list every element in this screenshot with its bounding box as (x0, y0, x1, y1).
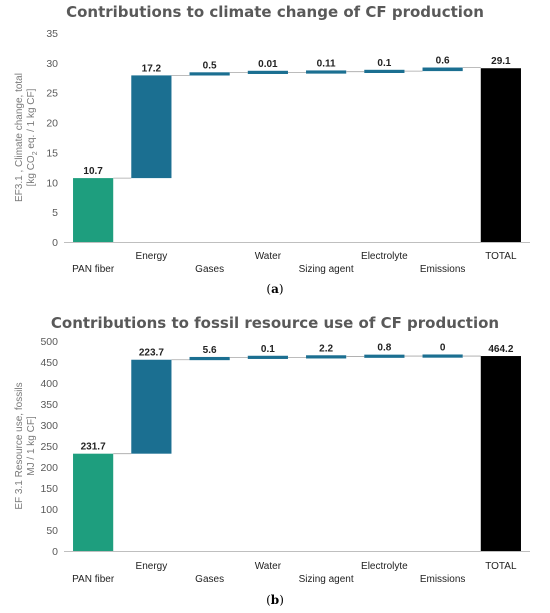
bar-emissions (422, 67, 463, 72)
y-axis-label-line2-end: eq. / 1 kg CF] (26, 88, 37, 151)
data-label: 0.01 (258, 59, 278, 70)
y-tick-label: 0 (52, 546, 58, 558)
data-label: 29.1 (491, 56, 511, 67)
chart-title: Contributions to fossil resource use of … (51, 314, 499, 332)
y-tick-label: 150 (40, 483, 58, 495)
bar-gases (189, 72, 230, 76)
bar-electrolyte (364, 354, 405, 358)
y-tick-label: 50 (46, 525, 58, 537)
y-tick-label: 25 (46, 88, 58, 100)
bar-pan-fiber (73, 178, 114, 242)
y-tick-label: 400 (40, 378, 58, 390)
chart-climate-change: Contributions to climate change of CF pr… (14, 3, 530, 296)
bar-gases (189, 356, 230, 361)
y-tick-label: 0 (52, 237, 58, 249)
data-label: 0.1 (377, 58, 391, 69)
data-label: 223.7 (139, 348, 164, 359)
chart-title: Contributions to climate change of CF pr… (66, 3, 484, 21)
category-label: Electrolyte (361, 251, 408, 262)
category-label: Gases (195, 264, 224, 275)
data-label: 0.6 (436, 56, 450, 67)
category-label: TOTAL (485, 561, 517, 572)
panel-label: (a) (266, 282, 283, 296)
y-tick-label: 5 (52, 207, 58, 219)
data-label: 231.7 (81, 442, 106, 453)
data-label: 0.11 (317, 58, 336, 69)
y-axis-label-line2: MJ / 1 kg CF] (26, 416, 37, 476)
category-label: Electrolyte (361, 561, 408, 572)
data-label: 10.7 (83, 166, 103, 177)
panel-letter: b (271, 593, 279, 607)
y-axis-label: EF 3.1 Resource use, fossilsMJ / 1 kg CF… (14, 382, 37, 509)
category-label: Water (255, 251, 282, 262)
y-axis-label-line2: [kg CO (26, 155, 37, 186)
bar-energy (131, 75, 172, 179)
category-label: Emissions (420, 574, 466, 585)
chart-fossil-resource-use: Contributions to fossil resource use of … (14, 314, 530, 607)
data-label: 0 (440, 342, 446, 353)
y-tick-label: 100 (40, 504, 58, 516)
bar-emissions (422, 354, 463, 358)
y-axis-label: EF3.1 , Climate change, total[kg CO2 eq.… (14, 73, 39, 202)
y-tick-label: 20 (46, 118, 58, 130)
category-label: TOTAL (485, 251, 517, 262)
data-label: 0.8 (377, 343, 391, 354)
y-axis-label-line1: EF 3.1 Resource use, fossils (14, 382, 25, 509)
y-tick-label: 250 (40, 441, 58, 453)
data-label: 2.2 (319, 343, 333, 354)
data-label: 0.1 (261, 344, 275, 355)
data-label: 464.2 (488, 344, 513, 355)
y-axis-label-subscript: 2 (32, 151, 39, 155)
category-label: Gases (195, 574, 224, 585)
y-tick-label: 200 (40, 462, 58, 474)
category-label: Sizing agent (299, 264, 354, 275)
category-label: Sizing agent (299, 574, 354, 585)
bar-pan-fiber (73, 453, 114, 551)
bar-total (480, 356, 521, 551)
y-tick-label: 500 (40, 336, 58, 348)
bar-water (247, 70, 288, 74)
panel-label: (b) (266, 593, 284, 607)
category-label: Energy (136, 561, 168, 572)
y-tick-label: 450 (40, 357, 58, 369)
y-tick-label: 300 (40, 420, 58, 432)
y-tick-label: 350 (40, 399, 58, 411)
category-label: PAN fiber (72, 264, 115, 275)
y-tick-label: 10 (46, 177, 58, 189)
bar-energy (131, 359, 172, 454)
bar-sizing-agent (306, 70, 347, 74)
category-label: Water (255, 561, 282, 572)
data-label: 5.6 (203, 345, 217, 356)
y-tick-label: 35 (46, 28, 58, 40)
panel-letter: a (271, 282, 279, 296)
bar-total (480, 68, 521, 242)
category-label: Emissions (420, 264, 466, 275)
y-axis-label-line1: EF3.1 , Climate change, total (14, 73, 25, 202)
bar-electrolyte (364, 69, 405, 73)
bar-sizing-agent (306, 355, 347, 359)
category-label: Energy (136, 251, 168, 262)
category-label: PAN fiber (72, 574, 115, 585)
bar-water (247, 355, 288, 359)
data-label: 0.5 (203, 60, 217, 71)
y-tick-label: 30 (46, 58, 58, 70)
y-tick-label: 15 (46, 147, 58, 159)
data-label: 17.2 (142, 63, 162, 74)
